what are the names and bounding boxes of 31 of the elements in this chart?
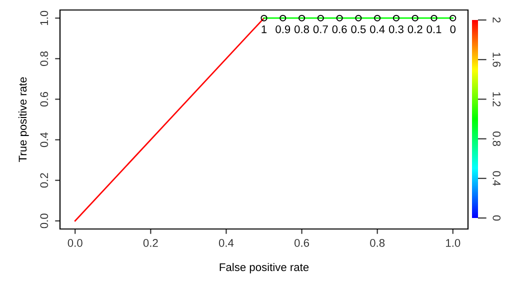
- annotation: 0.7: [313, 25, 328, 34]
- y-axis-title: True positive rate: [18, 77, 29, 162]
- annotation: 0.9: [276, 25, 290, 34]
- annotation: 0.3: [388, 25, 404, 34]
- annotation: 0.1: [426, 25, 442, 34]
- annotation: 0: [450, 25, 456, 34]
- y-tick-label: 1.0: [40, 10, 48, 25]
- y-tick-label: 0.2: [40, 173, 48, 188]
- x-tick-label: 0.2: [143, 239, 158, 247]
- y-tick-label: 0.4: [40, 132, 48, 148]
- x-tick-label: 0.4: [218, 239, 234, 247]
- x-tick-label: 0.0: [68, 239, 82, 247]
- annotation: 0.5: [351, 25, 366, 34]
- x-tick-label: 1.0: [446, 239, 460, 247]
- color-bar-label: 0: [492, 215, 501, 221]
- annotation: 1: [262, 25, 267, 34]
- y-tick-label: 0.0: [40, 214, 48, 228]
- annotation: 0.4: [370, 25, 385, 34]
- x-axis-title: False positive rate: [220, 262, 309, 274]
- color-bar-label: 1.6: [492, 52, 501, 67]
- x-tick-label: 0.8: [370, 239, 385, 247]
- annotation: 0.8: [294, 25, 310, 34]
- y-tick-label: 0.6: [40, 92, 48, 107]
- x-tick-label: 0.6: [294, 239, 310, 247]
- annotation: 0.2: [408, 25, 422, 34]
- color-bar-label: 1.2: [492, 92, 501, 106]
- color-bar-label: 2: [492, 17, 501, 23]
- color-bar-label: 0.8: [492, 132, 501, 146]
- color-bar-label: 0.4: [492, 171, 501, 186]
- y-tick-label: 0.8: [40, 51, 48, 66]
- annotation: 0.6: [332, 25, 347, 34]
